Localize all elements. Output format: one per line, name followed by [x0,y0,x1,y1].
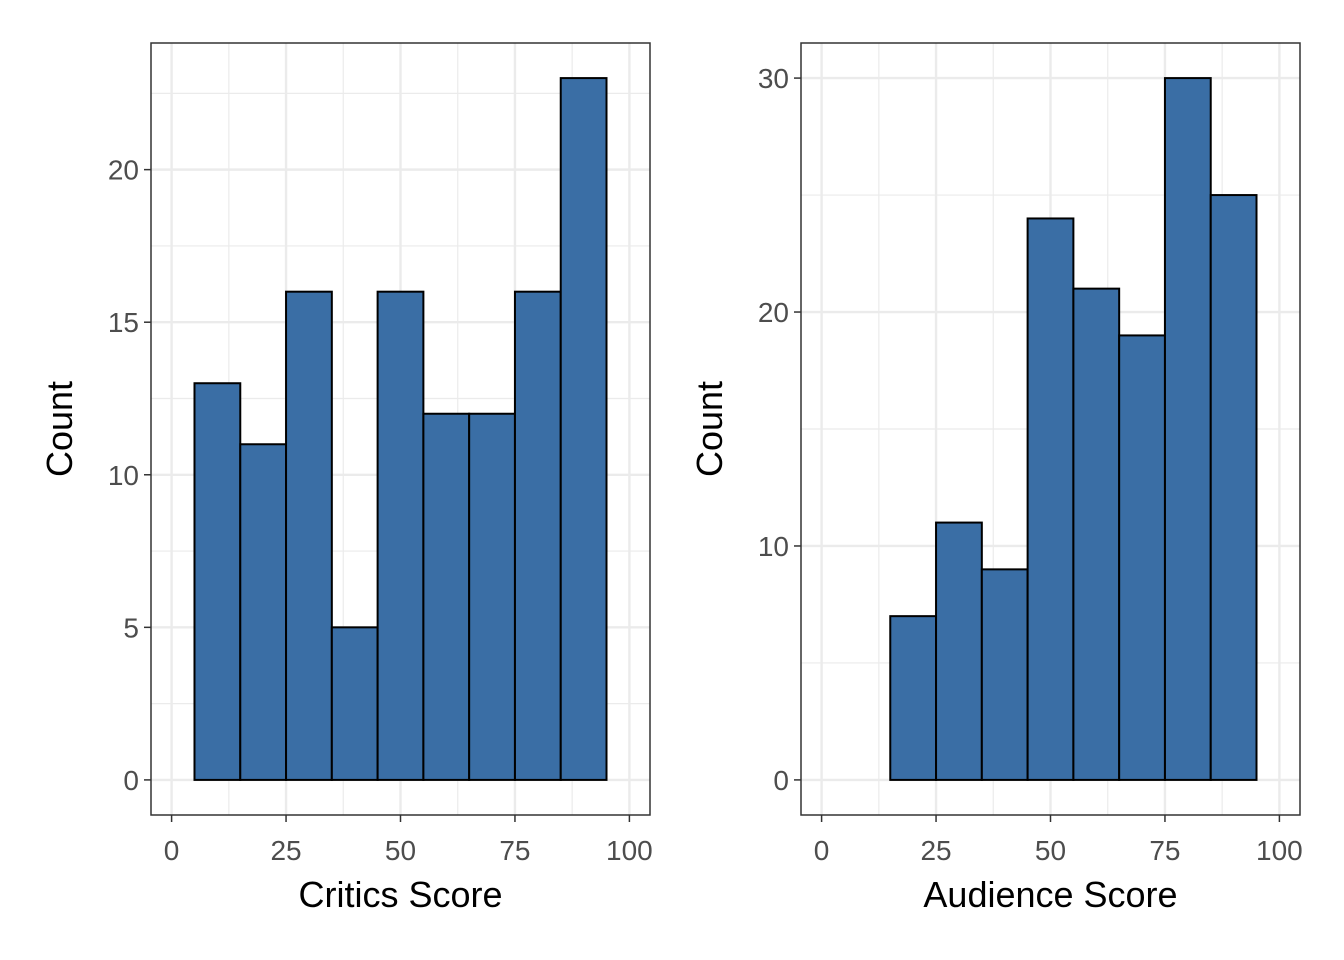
histogram-bar [1163,77,1212,781]
x-tick-label: 50 [385,835,416,866]
histogram-bar [1118,334,1166,781]
histogram-bar [980,568,1029,781]
histogram-bar [468,412,516,781]
y-tick-label: 15 [108,307,139,338]
histogram-bar [239,443,288,781]
histogram-bar [1026,217,1075,781]
histogram-bar [285,290,333,781]
y-tick-label: 0 [773,765,789,796]
y-axis-label: Count [689,381,730,477]
y-tick-label: 5 [123,612,139,643]
histogram-bar [513,290,562,781]
y-tick-label: 10 [108,460,139,491]
x-axis-label: Audience Score [923,874,1177,915]
histogram-bar [193,382,242,781]
x-tick-label: 100 [606,835,653,866]
histogram-bar [889,615,938,781]
histogram-bar [1209,194,1258,781]
histogram-bar [559,77,608,781]
x-tick-label: 75 [499,835,530,866]
x-axis-label: Critics Score [298,874,502,915]
y-tick-label: 20 [108,155,139,186]
y-tick-label: 20 [758,297,789,328]
histogram-bar [1072,287,1121,781]
panel-1: 0 25 50 75 100 0 5 10 15 20 Critics Score Count [39,42,653,915]
x-tick-label: 25 [270,835,301,866]
x-tick-label: 0 [164,835,180,866]
histogram-bar [376,290,425,781]
x-tick-label: 100 [1256,835,1303,866]
x-tick-label: 75 [1149,835,1180,866]
panel-2: 0 25 50 75 100 0 10 20 30 Audience Score Count [689,42,1303,915]
histogram-bar [935,521,983,781]
y-tick-label: 30 [758,63,789,94]
x-tick-label: 0 [814,835,830,866]
histogram-bar [330,626,379,781]
histogram-bar [422,412,471,781]
x-tick-label: 25 [920,835,951,866]
y-tick-label: 0 [123,765,139,796]
y-tick-label: 10 [758,531,789,562]
x-tick-label: 50 [1035,835,1066,866]
y-axis-label: Count [39,381,80,477]
